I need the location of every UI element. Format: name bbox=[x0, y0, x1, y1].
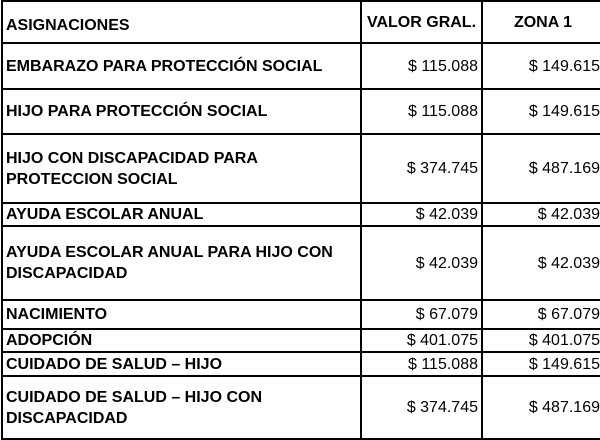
valor-general: $ 42.039 bbox=[360, 202, 483, 227]
valor-general: $ 67.079 bbox=[360, 299, 483, 330]
row-label: AYUDA ESCOLAR ANUAL bbox=[1, 202, 362, 227]
valor-zona-1: $ 149.615 bbox=[481, 88, 600, 135]
table-row: AYUDA ESCOLAR ANUAL $ 42.039 $ 42.039 bbox=[1, 202, 600, 227]
valor-general: $ 115.088 bbox=[360, 42, 483, 90]
table-row: HIJO PARA PROTECCIÓN SOCIAL $ 115.088 $ 14… bbox=[1, 88, 600, 135]
valor-general: $ 374.745 bbox=[360, 133, 483, 204]
table-row: EMBARAZO PARA PROTECCIÓN SOCIAL $ 115.088… bbox=[1, 42, 600, 90]
valor-zona-1: $ 42.039 bbox=[481, 202, 600, 227]
row-label: CUIDADO DE SALUD – HIJO CON DISCAPACIDAD bbox=[1, 375, 362, 440]
table-row: AYUDA ESCOLAR ANUAL PARA HIJO CON DISCAP… bbox=[1, 225, 600, 301]
row-label: ADOPCIÓN bbox=[1, 328, 362, 353]
row-label: NACIMIENTO bbox=[1, 299, 362, 330]
header-asignaciones: ASIGNACIONES bbox=[1, 0, 362, 44]
valor-zona-1: $ 42.039 bbox=[481, 225, 600, 301]
valor-zona-1: $ 401.075 bbox=[481, 328, 600, 353]
table-row: ADOPCIÓN $ 401.075 $ 401.075 bbox=[1, 328, 600, 353]
valor-general: $ 374.745 bbox=[360, 375, 483, 440]
table-row: HIJO CON DISCAPACIDAD PARA PROTECCION SO… bbox=[1, 133, 600, 204]
valor-general: $ 401.075 bbox=[360, 328, 483, 353]
valor-zona-1: $ 149.615 bbox=[481, 42, 600, 90]
valor-zona-1: $ 67.079 bbox=[481, 299, 600, 330]
valor-zona-1: $ 487.169 bbox=[481, 133, 600, 204]
row-label: CUIDADO DE SALUD – HIJO bbox=[1, 351, 362, 377]
header-row: ASIGNACIONES VALOR GRAL. ZONA 1 bbox=[1, 0, 600, 44]
valor-general: $ 42.039 bbox=[360, 225, 483, 301]
row-label: HIJO PARA PROTECCIÓN SOCIAL bbox=[1, 88, 362, 135]
header-valor-gral: VALOR GRAL. bbox=[360, 0, 483, 44]
valor-general: $ 115.088 bbox=[360, 351, 483, 377]
valor-zona-1: $ 149.615 bbox=[481, 351, 600, 377]
row-label: HIJO CON DISCAPACIDAD PARA PROTECCION SO… bbox=[1, 133, 362, 204]
table-row: CUIDADO DE SALUD – HIJO $ 115.088 $ 149.61… bbox=[1, 351, 600, 377]
valor-zona-1: $ 487.169 bbox=[481, 375, 600, 440]
row-label: EMBARAZO PARA PROTECCIÓN SOCIAL bbox=[1, 42, 362, 90]
header-zona-1: ZONA 1 bbox=[481, 0, 600, 44]
valor-general: $ 115.088 bbox=[360, 88, 483, 135]
row-label: AYUDA ESCOLAR ANUAL PARA HIJO CON DISCAP… bbox=[1, 225, 362, 301]
table-row: CUIDADO DE SALUD – HIJO CON DISCAPACIDAD… bbox=[1, 375, 600, 440]
table-row: NACIMIENTO $ 67.079 $ 67.079 bbox=[1, 299, 600, 330]
